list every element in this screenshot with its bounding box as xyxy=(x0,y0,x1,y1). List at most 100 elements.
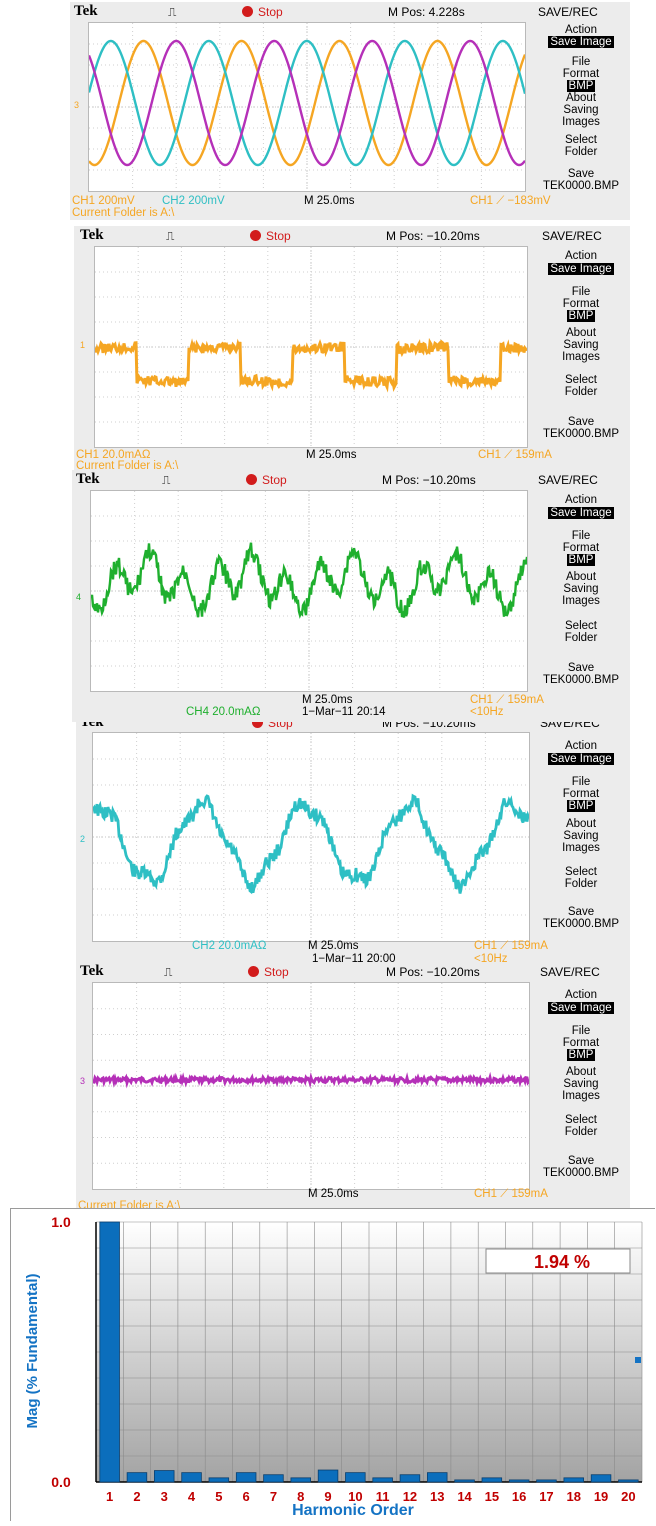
images-label: Images xyxy=(562,116,600,128)
channel-marker: 4 xyxy=(76,592,82,602)
graticule xyxy=(93,733,529,941)
about-label: About xyxy=(565,327,597,339)
menu-format-label: Format xyxy=(562,788,600,800)
scope-footer: M 25.0ms CH1 ⟋ 159mA CH4 20.0mAΩ 1−Mar−1… xyxy=(72,694,630,722)
channel-marker: 3 xyxy=(80,1076,86,1086)
scope-footer: CH1 200mV CH2 200mV M 25.0ms CH1 ⟋ −183m… xyxy=(70,195,630,220)
ch3-trace xyxy=(89,39,525,167)
x-tick-label: 17 xyxy=(539,1489,553,1504)
harmonic-chart-svg: 1 2 3 4 5 6 7 8 9 10 11 12 13 14 15 16 17 18 19 20 1.0 0.0 … xyxy=(24,1214,643,1519)
scope-screen-4: Tek Stop M Pos: −10.20ms SAVE/REC 2 Acti… xyxy=(76,722,630,970)
save-image-option[interactable]: Save Image xyxy=(548,1002,614,1014)
ch3-trace xyxy=(93,1071,529,1089)
harmonic-bar xyxy=(154,1470,175,1483)
menu-format-label: Format xyxy=(562,298,600,310)
timebase: M 25.0ms xyxy=(308,940,359,952)
menu-action-label: Action xyxy=(565,989,597,1001)
x-tick-label: 4 xyxy=(188,1489,196,1504)
menu-format-label: Format xyxy=(562,1037,600,1049)
save-file-button[interactable]: Save xyxy=(567,906,595,918)
harmonic-bar xyxy=(345,1472,366,1483)
menu-action-label: Action xyxy=(565,250,597,262)
select-folder-button[interactable]: Select xyxy=(565,866,597,878)
channel-marker: 1 xyxy=(80,340,86,350)
images-label: Images xyxy=(562,842,600,854)
x-tick-label: 5 xyxy=(215,1489,222,1504)
trigger-level: CH1 ⟋ 159mA xyxy=(474,1188,548,1200)
folder-label: Folder xyxy=(564,1126,598,1138)
harmonic-bar xyxy=(263,1474,284,1483)
x-axis-title: Harmonic Order xyxy=(292,1502,414,1519)
menu-file-label: File xyxy=(571,530,591,542)
menu-file-label: File xyxy=(571,776,591,788)
ch1-scale: CH1 20.0mAΩ xyxy=(76,449,151,461)
m-pos-readout: M Pos: 4.228s xyxy=(388,5,465,19)
x-tick-label: 8 xyxy=(297,1489,304,1504)
scope-footer: CH1 20.0mAΩ M 25.0ms CH1 ⟋ 159mA Current… xyxy=(74,449,630,470)
harmonic-bar xyxy=(126,1472,148,1483)
select-folder-button[interactable]: Select xyxy=(565,374,597,386)
save-file-button[interactable]: Save xyxy=(567,168,595,180)
x-tick-label: 7 xyxy=(270,1489,277,1504)
about-label: About xyxy=(565,92,597,104)
run-status: Stop xyxy=(250,229,291,243)
format-bmp-option[interactable]: BMP xyxy=(566,554,596,566)
x-tick-label: 1 xyxy=(106,1489,113,1504)
harmonic-bar xyxy=(372,1477,393,1483)
brand-logo: Tek xyxy=(76,471,100,487)
brand-logo: Tek xyxy=(80,963,104,979)
save-image-option[interactable]: Save Image xyxy=(548,263,614,275)
x-tick-label: 9 xyxy=(324,1489,331,1504)
save-image-option[interactable]: Save Image xyxy=(548,36,614,48)
saving-label: Saving xyxy=(563,830,599,842)
timebase: M 25.0ms xyxy=(302,694,353,706)
brand-logo: Tek xyxy=(80,227,104,243)
menu-format-label: Format xyxy=(562,68,600,80)
brand-logo: Tek xyxy=(80,722,104,730)
x-tick-label: 18 xyxy=(567,1489,581,1504)
channel-marker: 3 xyxy=(74,100,80,110)
waveform-grid xyxy=(88,22,526,192)
harmonic-bar xyxy=(99,1221,120,1483)
format-bmp-option[interactable]: BMP xyxy=(566,80,596,92)
x-tick-label: 2 xyxy=(133,1489,140,1504)
harmonic-bar xyxy=(618,1479,639,1483)
save-image-option[interactable]: Save Image xyxy=(548,507,614,519)
current-folder: Current Folder is A:\ xyxy=(72,207,175,219)
stop-icon xyxy=(248,966,259,977)
harmonic-bar xyxy=(208,1477,230,1483)
ch4-scale: CH4 20.0mAΩ xyxy=(186,706,261,718)
save-file-button[interactable]: Save xyxy=(567,662,595,674)
menu-format-label: Format xyxy=(562,542,600,554)
select-folder-button[interactable]: Select xyxy=(565,1114,597,1126)
select-folder-button[interactable]: Select xyxy=(565,620,597,632)
y-tick-label-max: 1.0 xyxy=(51,1214,71,1230)
select-folder-button[interactable]: Select xyxy=(565,134,597,146)
about-label: About xyxy=(565,1066,597,1078)
menu-title: SAVE/REC xyxy=(538,473,598,487)
x-tick-label: 13 xyxy=(430,1489,444,1504)
format-bmp-option[interactable]: BMP xyxy=(566,800,596,812)
run-status: Stop xyxy=(252,722,293,730)
save-file-button[interactable]: Save xyxy=(567,416,595,428)
trigger-edge-icon: ⎍ xyxy=(166,229,175,243)
y-axis-title: Mag (% Fundamental) xyxy=(24,1273,41,1428)
menu-file-label: File xyxy=(571,286,591,298)
save-image-option[interactable]: Save Image xyxy=(548,753,614,765)
format-bmp-option[interactable]: BMP xyxy=(566,1049,596,1061)
menu-file-label: File xyxy=(571,1025,591,1037)
x-tick-label: 12 xyxy=(403,1489,417,1504)
save-filename: TEK0000.BMP xyxy=(542,428,620,440)
harmonic-bar xyxy=(317,1469,339,1483)
save-filename: TEK0000.BMP xyxy=(542,1167,620,1179)
trigger-edge-icon: ⎍ xyxy=(162,473,171,487)
x-tick-label: 16 xyxy=(512,1489,526,1504)
stop-icon xyxy=(252,722,263,728)
m-pos-readout: M Pos: −10.20ms xyxy=(386,965,480,979)
save-file-button[interactable]: Save xyxy=(567,1155,595,1167)
save-rec-menu: Action Save Image File Format BMP About … xyxy=(532,962,630,1216)
menu-action-label: Action xyxy=(565,24,597,36)
waveform-grid xyxy=(90,490,528,692)
format-bmp-option[interactable]: BMP xyxy=(566,310,596,322)
x-tick-label: 14 xyxy=(457,1489,472,1504)
